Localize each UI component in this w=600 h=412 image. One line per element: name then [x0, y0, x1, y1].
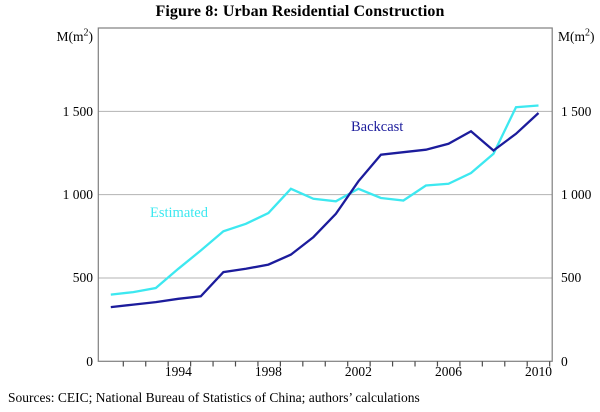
y-axis-unit-left-close: )	[88, 29, 94, 44]
y-tick-label-left-500: 500	[72, 270, 93, 286]
y-axis-unit-right-close: )	[590, 29, 595, 44]
series-line-backcast	[110, 112, 540, 309]
chart-title: Figure 8: Urban Residential Construction	[155, 3, 445, 20]
y-axis-unit-left-sup: 2	[83, 27, 89, 39]
series-line-estimated	[110, 104, 539, 296]
y-axis-unit-right-sup: 2	[585, 27, 590, 39]
series-label-estimated: Estimated	[150, 205, 208, 221]
y-tick-label-left-1500: 1 500	[62, 103, 93, 119]
x-tick-label-2006: 2006	[434, 364, 462, 379]
y-axis-unit-right-text: M(m	[558, 29, 585, 44]
y-axis-unit-left-text: M(m	[56, 29, 84, 44]
x-tick-label-2010: 2010	[524, 364, 552, 379]
sources-note: Sources: CEIC; National Bureau of Statis…	[8, 390, 420, 405]
y-axis-unit-right: M(m2)	[558, 27, 600, 45]
x-tick-label-1998: 1998	[254, 364, 282, 379]
y-tick-label-left-0: 0	[86, 353, 93, 369]
y-tick-label-right-1500: 1 500	[561, 103, 592, 119]
y-tick-label-right-500: 500	[561, 270, 582, 286]
x-tick-label-2002: 2002	[344, 364, 372, 379]
y-tick-label-right-0: 0	[561, 353, 568, 369]
x-tick-label-1994: 1994	[164, 364, 192, 379]
y-tick-label-right-1000: 1 000	[561, 187, 592, 203]
series-label-backcast: Backcast	[351, 119, 404, 135]
y-tick-label-left-1000: 1 000	[62, 187, 93, 203]
y-axis-unit-left: M(m2)	[40, 27, 94, 45]
